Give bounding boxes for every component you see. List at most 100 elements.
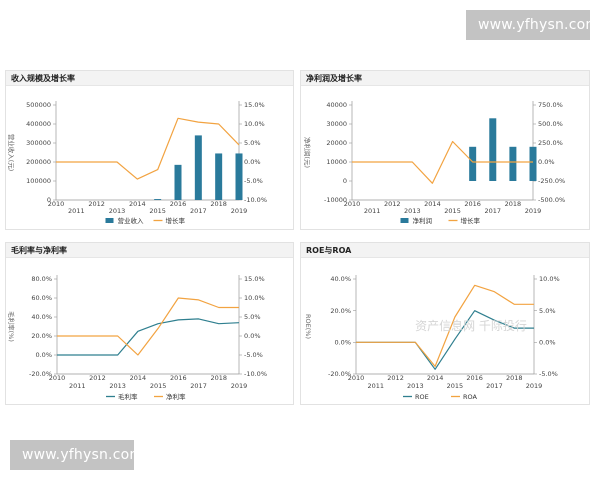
left-tick-label: 10000 <box>326 158 347 166</box>
right-tick-label: -250.0% <box>538 177 565 185</box>
left-axis-title: ROE(%) <box>304 314 312 339</box>
left-tick-label: 20000 <box>326 139 347 147</box>
right-tick-label: -500.0% <box>538 196 565 204</box>
x-tick-label: 2012 <box>89 374 106 382</box>
x-tick-label: 2015 <box>444 207 461 215</box>
legend-label: 营业收入 <box>118 216 145 225</box>
left-tick-label: 100000 <box>26 177 51 185</box>
right-tick-label: 5.0% <box>244 313 261 321</box>
right-tick-label: 10.0% <box>244 120 265 128</box>
panel-margins: 毛利率与净利率 -20.0% 0.0% 20.0% 40.0% 60.0% 80.0% -1… <box>5 242 294 405</box>
x-tick-label: 2014 <box>424 200 441 208</box>
x-tick-label: 2013 <box>109 382 126 390</box>
x-tick-label: 2016 <box>466 374 483 382</box>
right-tick-label: 5.0% <box>244 139 261 147</box>
legend-label: 增长率 <box>166 216 186 225</box>
x-tick-label: 2016 <box>464 200 481 208</box>
panel-title: ROE与ROA <box>301 243 589 258</box>
panel-title: 毛利率与净利率 <box>6 243 293 258</box>
x-tick-label: 2014 <box>130 374 147 382</box>
right-tick-label: -5.0% <box>244 351 263 359</box>
left-tick-label: 80.0% <box>31 275 52 283</box>
series-line <box>56 117 240 180</box>
legend-label: ROE <box>415 393 429 401</box>
right-tick-label: 250.0% <box>538 139 563 147</box>
bar <box>489 118 497 181</box>
right-tick-label: 0.0% <box>539 339 556 347</box>
bar <box>509 146 517 181</box>
right-tick-label: 0.0% <box>538 158 555 166</box>
left-axis-title: 毛利率(%) <box>7 311 16 342</box>
left-axis-title: 净利润(元) <box>303 137 312 168</box>
x-tick-label: 2011 <box>68 207 85 215</box>
x-tick-label: 2010 <box>344 200 361 208</box>
legend-label: 毛利率 <box>118 392 138 401</box>
x-tick-label: 2017 <box>485 207 502 215</box>
x-tick-label: 2017 <box>190 382 207 390</box>
x-tick-label: 2018 <box>211 374 228 382</box>
x-tick-label: 2011 <box>368 382 385 390</box>
x-tick-label: 2019 <box>525 207 542 215</box>
x-tick-label: 2017 <box>486 382 503 390</box>
x-tick-label: 2018 <box>210 200 227 208</box>
left-tick-label: 30000 <box>326 120 347 128</box>
margins-chart: -20.0% 0.0% 20.0% 40.0% 60.0% 80.0% -10.0% -5.0… <box>7 275 267 401</box>
x-tick-label: 2014 <box>129 200 146 208</box>
left-tick-label: 0 <box>343 177 347 185</box>
left-tick-label: -20.0% <box>29 370 52 378</box>
left-tick-label: 40.0% <box>31 313 52 321</box>
right-tick-label: 750.0% <box>538 101 563 109</box>
series-line <box>57 297 239 356</box>
x-tick-label: 2012 <box>387 374 404 382</box>
left-tick-label: 200000 <box>26 158 51 166</box>
right-tick-label: 5.0% <box>539 307 556 315</box>
left-tick-label: -10000 <box>324 196 347 204</box>
x-tick-label: 2019 <box>526 382 543 390</box>
bar <box>194 135 202 200</box>
left-tick-label: 0.0% <box>334 339 351 347</box>
x-tick-label: 2013 <box>407 382 424 390</box>
right-tick-label: -5.0% <box>539 370 558 378</box>
x-tick-label: 2012 <box>384 200 401 208</box>
legend-label: ROA <box>463 393 478 401</box>
left-tick-label: 400000 <box>26 120 51 128</box>
left-tick-label: 500000 <box>26 101 51 109</box>
right-tick-label: -10.0% <box>244 370 267 378</box>
x-tick-label: 2019 <box>231 207 248 215</box>
net-profit-chart: -10000 0 10000 20000 30000 40000 -500.0% -250.0… <box>303 101 565 225</box>
right-tick-label: 500.0% <box>538 120 563 128</box>
x-tick-label: 2010 <box>49 374 66 382</box>
x-tick-label: 2015 <box>447 382 464 390</box>
x-tick-label: 2019 <box>231 382 248 390</box>
legend-swatch <box>105 218 114 223</box>
overlay-watermark-text: 资产信息网 千际投行 <box>415 318 527 333</box>
x-tick-label: 2013 <box>404 207 421 215</box>
bar <box>154 199 162 200</box>
roe-roa-chart: -20.0% 0.0% 20.0% 40.0% -5.0% 0.0% 5.0% 10.0% RO… <box>304 275 589 401</box>
right-tick-label: 10.0% <box>244 294 265 302</box>
panel-roe-roa: ROE与ROA -20.0% 0.0% 20.0% 40.0% -5.0% 0.0% 5.0… <box>300 242 590 405</box>
left-tick-label: 40.0% <box>330 275 351 283</box>
x-tick-label: 2012 <box>88 200 105 208</box>
x-tick-label: 2018 <box>505 200 522 208</box>
bar <box>235 153 243 200</box>
right-tick-label: -10.0% <box>244 196 267 204</box>
left-tick-label: -20.0% <box>328 370 351 378</box>
x-tick-label: 2013 <box>109 207 126 215</box>
watermark-bottom: www.yfhysn.com <box>10 440 143 470</box>
x-tick-label: 2015 <box>150 382 167 390</box>
legend-label: 净利率 <box>166 392 186 401</box>
revenue-chart: 0 100000 200000 300000 400000 500000 -10.0% -5.… <box>7 101 267 225</box>
left-tick-label: 20.0% <box>31 332 52 340</box>
x-tick-label: 2014 <box>427 374 444 382</box>
bar <box>529 146 537 181</box>
right-tick-label: -5.0% <box>244 177 263 185</box>
right-axis-title: ROA(%) <box>588 314 589 339</box>
x-tick-label: 2016 <box>170 374 187 382</box>
right-tick-label: 10.0% <box>539 275 560 283</box>
right-tick-label: 0.0% <box>244 158 261 166</box>
legend-label: 净利润 <box>413 216 433 225</box>
legend-swatch <box>400 218 409 223</box>
left-tick-label: 60.0% <box>31 294 52 302</box>
x-tick-label: 2015 <box>149 207 166 215</box>
